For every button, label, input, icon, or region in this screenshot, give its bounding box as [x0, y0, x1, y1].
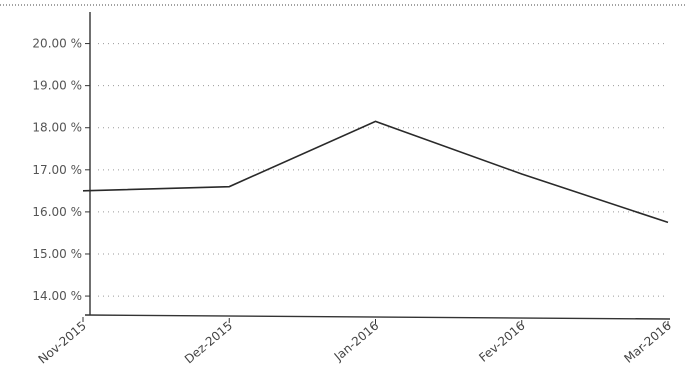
y-tick-label: 19.00 % — [32, 79, 82, 93]
grid-lines — [98, 43, 668, 297]
series-layer — [82, 120, 669, 224]
y-tick-label: 17.00 % — [32, 163, 82, 177]
y-tick-label: 15.00 % — [32, 247, 82, 261]
x-tick-label: Dez-2015 — [182, 319, 235, 367]
x-tick-label: Mar-2016 — [621, 319, 673, 366]
x-tick-label: Nov-2015 — [36, 319, 89, 367]
y-axis: 14.00 % 15.00 % 16.00 % 17.00 % 18.00 % 19.00… — [32, 12, 91, 315]
x-tick-label: Fev-2016 — [476, 319, 527, 365]
series-line — [82, 120, 669, 224]
y-tick-label: 20.00 % — [32, 37, 82, 51]
y-tick-label: 18.00 % — [32, 121, 82, 135]
x-tick-label: Jan-2016 — [331, 319, 382, 365]
x-axis-line — [84, 314, 671, 320]
y-tick-label: 14.00 % — [32, 289, 82, 303]
y-tick-label: 16.00 % — [32, 205, 82, 219]
x-axis: Nov-2015 Dez-2015 Jan-2016 Fev-2016 Mar-2016 — [36, 314, 674, 367]
